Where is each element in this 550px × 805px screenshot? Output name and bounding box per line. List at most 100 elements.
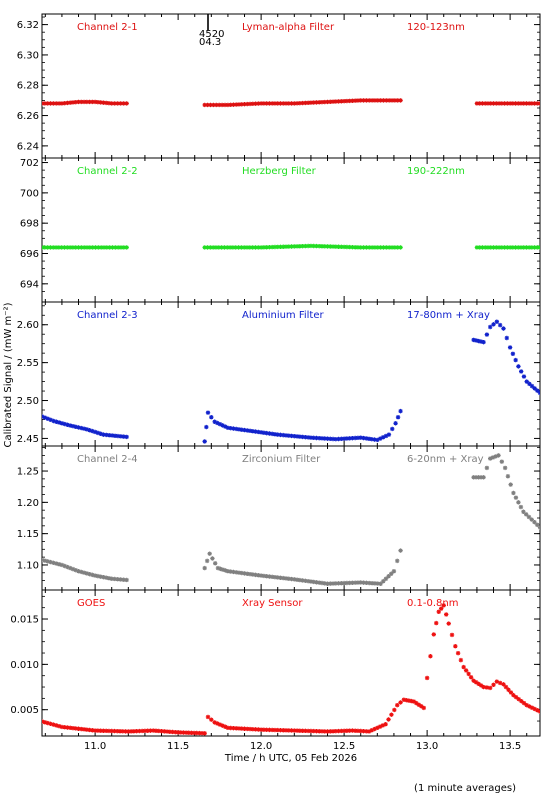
data-point xyxy=(505,245,510,250)
data-point xyxy=(524,702,529,708)
data-point xyxy=(258,727,264,732)
band-label: 17-80nm + Xray xyxy=(407,310,490,321)
data-point xyxy=(289,728,294,733)
data-point xyxy=(118,245,124,250)
data-point xyxy=(117,729,123,734)
data-point xyxy=(355,245,361,250)
data-point xyxy=(322,99,327,105)
data-point xyxy=(256,429,261,435)
data-point xyxy=(245,571,250,576)
data-point xyxy=(247,726,253,732)
data-point xyxy=(68,565,73,571)
data-point xyxy=(339,581,344,586)
data-point xyxy=(101,574,106,580)
data-point xyxy=(76,569,81,574)
data-point xyxy=(322,436,327,441)
data-point xyxy=(383,576,389,581)
data-point xyxy=(529,383,535,389)
data-point xyxy=(395,415,401,420)
data-point xyxy=(234,726,239,731)
data-point xyxy=(330,581,336,586)
data-point xyxy=(333,244,339,249)
data-point xyxy=(484,465,490,471)
data-point xyxy=(121,101,126,106)
data-point xyxy=(336,244,341,249)
data-point xyxy=(70,566,76,572)
data-point xyxy=(96,245,101,250)
data-point xyxy=(48,721,53,727)
data-point xyxy=(142,728,148,734)
data-point xyxy=(352,580,358,585)
data-point xyxy=(352,728,358,733)
data-point xyxy=(478,475,484,480)
data-point xyxy=(292,728,297,733)
data-point xyxy=(109,728,114,734)
data-point xyxy=(524,101,529,106)
data-point xyxy=(303,578,308,584)
data-point xyxy=(300,434,305,440)
data-point xyxy=(48,559,53,565)
segment-2 xyxy=(205,697,426,734)
data-point xyxy=(245,428,250,433)
data-point xyxy=(330,244,336,249)
data-point xyxy=(355,580,361,585)
data-point xyxy=(269,244,275,250)
data-point xyxy=(398,700,403,705)
data-point xyxy=(350,580,355,585)
data-point xyxy=(344,436,350,441)
data-point xyxy=(199,730,205,736)
data-point xyxy=(502,245,507,250)
data-point xyxy=(170,729,175,735)
data-point xyxy=(81,99,87,105)
data-point xyxy=(209,717,214,722)
data-point xyxy=(414,700,419,706)
data-point xyxy=(491,245,496,250)
data-point xyxy=(491,322,496,327)
data-point xyxy=(341,436,347,441)
data-point xyxy=(59,421,65,426)
data-point xyxy=(65,100,70,106)
data-point xyxy=(275,575,280,580)
panel-3: 2.45 2.50 2.55 2.60 Channel 2-3 Aluminium Fil… xyxy=(17,301,541,447)
data-point xyxy=(537,245,540,250)
data-point xyxy=(421,705,426,711)
data-point xyxy=(222,245,227,250)
data-point xyxy=(286,433,291,438)
data-point xyxy=(494,245,499,250)
data-point xyxy=(513,101,518,106)
data-point xyxy=(328,581,333,586)
data-point xyxy=(372,726,377,732)
data-point xyxy=(497,322,503,328)
data-point xyxy=(372,245,378,250)
data-point xyxy=(308,728,314,734)
data-point xyxy=(510,351,516,356)
data-point xyxy=(128,729,134,734)
data-point xyxy=(477,101,482,106)
y-tick-label: 1.20 xyxy=(17,498,39,509)
data-point xyxy=(431,632,436,637)
data-point xyxy=(466,671,471,677)
data-point xyxy=(297,100,303,106)
data-point xyxy=(386,717,391,722)
data-point xyxy=(62,421,67,427)
data-point xyxy=(256,245,261,250)
data-point xyxy=(526,514,532,520)
data-point xyxy=(95,573,101,579)
data-point xyxy=(272,574,278,580)
data-point xyxy=(446,621,451,626)
data-point xyxy=(242,101,247,107)
data-point xyxy=(521,374,527,379)
x-tick-label: 11.0 xyxy=(84,741,106,752)
data-point xyxy=(532,245,537,250)
data-point xyxy=(103,100,109,106)
data-point xyxy=(300,243,305,249)
data-point xyxy=(480,245,485,250)
data-point xyxy=(529,705,535,710)
data-point xyxy=(516,364,521,369)
data-point xyxy=(341,98,347,104)
data-point xyxy=(231,426,236,431)
data-point xyxy=(101,245,107,250)
data-point xyxy=(289,433,294,439)
data-point xyxy=(532,101,537,106)
data-point xyxy=(336,581,341,586)
